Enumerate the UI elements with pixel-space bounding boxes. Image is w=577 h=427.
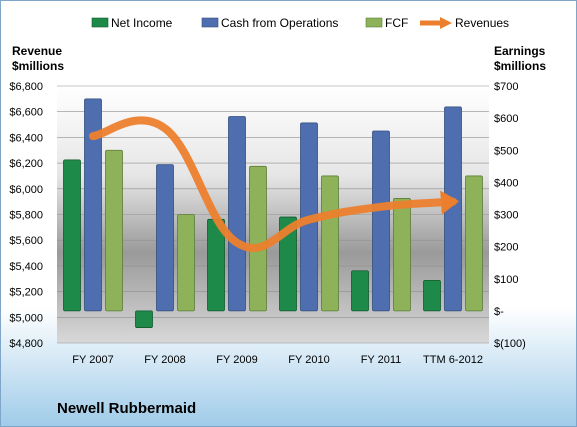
left-axis-ticks: $6,800 $6,600 $6,400 $6,200 $6,000 $5,800 $5,6… <box>9 81 43 350</box>
right-tick-label: $300 <box>494 210 518 222</box>
category-labels: FY 2007 FY 2008 FY 2009 FY 2010 FY 2011 TTM 6… <box>72 354 483 366</box>
legend-swatch-fcf <box>365 17 383 28</box>
right-tick-label: $- <box>494 306 504 318</box>
bar-cash-from-operations <box>84 98 102 312</box>
right-tick-label: $100 <box>494 274 518 286</box>
revenue-line <box>89 116 459 252</box>
left-tick-label: $5,000 <box>9 312 43 324</box>
category-label: FY 2011 <box>361 354 402 366</box>
company-name: Newell Rubbermaid <box>57 400 196 417</box>
left-tick-label: $6,600 <box>9 107 43 119</box>
bar-net-income <box>63 159 81 312</box>
bar-fcf <box>105 149 123 312</box>
legend-swatch-cash-from-operations <box>201 17 219 28</box>
left-tick-label: $6,400 <box>9 132 43 144</box>
bar-cash-from-operations <box>156 164 174 312</box>
left-axis-title-line1: Revenue <box>12 44 62 58</box>
legend-label-fcf: FCF <box>385 16 408 30</box>
right-tick-label: $700 <box>494 81 518 93</box>
bars <box>63 98 483 328</box>
bar-fcf <box>393 198 411 312</box>
legend-label-cash-from-operations: Cash from Operations <box>221 16 338 30</box>
legend-arrow-revenues-icon <box>420 17 452 29</box>
bar-net-income <box>423 279 441 312</box>
left-tick-label: $5,800 <box>9 210 43 222</box>
right-tick-label: $400 <box>494 177 518 189</box>
left-tick-label: $4,800 <box>9 338 43 350</box>
bar-net-income <box>351 270 369 312</box>
right-tick-label: $200 <box>494 242 518 254</box>
left-tick-label: $6,200 <box>9 158 43 170</box>
left-tick-label: $5,400 <box>9 261 43 273</box>
left-tick-label: $6,000 <box>9 184 43 196</box>
bar-fcf <box>249 165 267 312</box>
category-label: TTM 6-2012 <box>423 354 483 366</box>
right-tick-label: $(100) <box>494 338 526 350</box>
bar-fcf <box>465 175 483 312</box>
legend: Net Income Cash from Operations FCF Reve… <box>91 16 509 30</box>
right-axis-title-line1: Earnings <box>494 44 546 58</box>
revenue-line-path <box>89 116 457 252</box>
left-tick-label: $5,200 <box>9 287 43 299</box>
left-tick-label: $5,600 <box>9 235 43 247</box>
bar-cash-from-operations <box>228 116 246 312</box>
category-label: FY 2008 <box>144 354 185 366</box>
bar-cash-from-operations <box>372 130 390 312</box>
right-axis-title-line2: $millions <box>494 59 546 73</box>
left-tick-label: $6,800 <box>9 81 43 93</box>
left-axis-title-line2: $millions <box>12 59 64 73</box>
bar-net-income <box>279 216 297 312</box>
category-label: FY 2009 <box>216 354 257 366</box>
bar-fcf <box>177 214 195 312</box>
bar-net-income <box>135 310 153 328</box>
category-label: FY 2007 <box>72 354 113 366</box>
bar-fcf <box>321 175 339 312</box>
legend-label-net-income: Net Income <box>111 16 173 30</box>
category-label: FY 2010 <box>288 354 329 366</box>
right-tick-label: $500 <box>494 145 518 157</box>
right-axis-ticks: $700 $600 $500 $400 $300 $200 $100 $- $(100) <box>494 81 526 350</box>
legend-swatch-net-income <box>91 17 109 28</box>
right-tick-label: $600 <box>494 113 518 125</box>
revenue-arrowhead <box>440 190 459 215</box>
legend-label-revenues: Revenues <box>455 16 509 30</box>
